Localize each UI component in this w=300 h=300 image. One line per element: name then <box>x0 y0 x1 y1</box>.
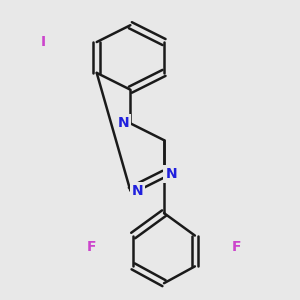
Text: N: N <box>117 116 129 130</box>
Text: F: F <box>231 240 241 254</box>
Text: I: I <box>41 35 46 49</box>
Text: N: N <box>165 167 177 181</box>
Text: F: F <box>87 240 97 254</box>
Text: N: N <box>132 184 143 198</box>
